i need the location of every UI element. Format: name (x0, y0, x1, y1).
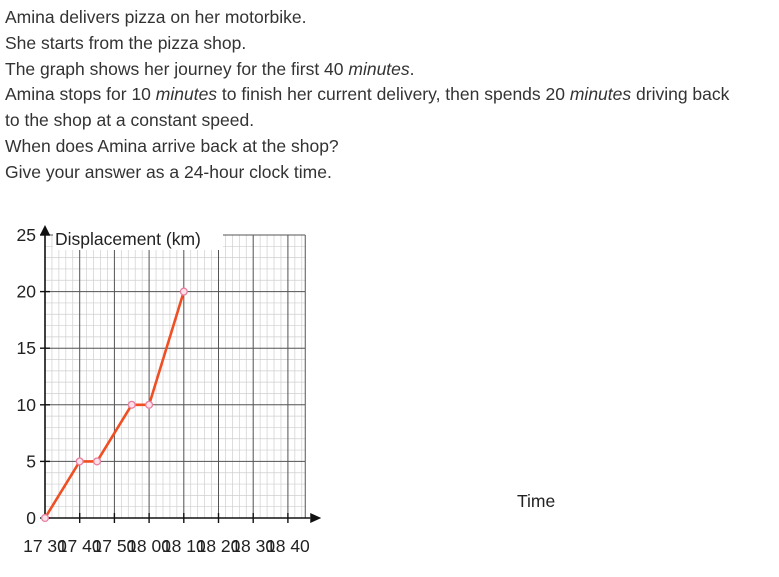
y-axis-title: Displacement (km) (55, 229, 201, 249)
y-tick-labels: 0 5 10 15 20 25 (17, 225, 37, 528)
journey-point (93, 457, 102, 466)
question-line-3: The graph shows her journey for the firs… (5, 58, 415, 79)
x-axis-title: Time (517, 491, 555, 511)
x-tick-label: 17 40 (58, 536, 102, 556)
journey-point (75, 457, 84, 466)
x-tick-label: 17 30 (23, 536, 67, 556)
question-line-4: Amina stops for 10 minutes to finish her… (5, 84, 730, 105)
journey-point (179, 287, 188, 296)
axes (40, 225, 322, 523)
series-layer (40, 287, 188, 523)
question-text: Amina delivers pizza on her motorbike. S… (5, 5, 775, 186)
major-grid (44, 234, 306, 519)
question-line-7: Give your answer as a 24-hour clock time… (5, 161, 332, 182)
journey-point (40, 513, 50, 523)
question-line-1: Amina delivers pizza on her motorbike. (5, 7, 307, 27)
x-tick-label: 18 30 (231, 536, 275, 556)
x-tick-label: 18 20 (197, 536, 241, 556)
y-tick-label: 20 (17, 282, 37, 302)
y-axis-arrowhead (40, 225, 50, 235)
question-line-5: to the shop at a constant speed. (5, 110, 255, 131)
x-tick-label: 18 10 (162, 536, 206, 556)
journey-line (43, 291, 186, 519)
journey-point (145, 400, 154, 409)
y-tick-label: 25 (17, 225, 36, 245)
y-tick-label: 5 (26, 451, 36, 471)
x-axis-arrowhead (310, 513, 322, 523)
y-tick-label: 0 (26, 508, 36, 528)
x-tick-label: 18 40 (266, 536, 310, 556)
x-axis-title-background (516, 487, 562, 511)
y-tick-label: 15 (17, 338, 36, 358)
y-axis-title-background (53, 226, 223, 250)
y-tick-label: 10 (17, 395, 37, 415)
x-tick-label: 17 50 (93, 536, 137, 556)
minor-grid (44, 234, 306, 519)
x-tick-label: 18 00 (127, 536, 171, 556)
question-line-6: When does Amina arrive back at the shop? (5, 135, 339, 156)
journey-point (127, 400, 136, 409)
question-line-2: She starts from the pizza shop. (5, 32, 247, 53)
